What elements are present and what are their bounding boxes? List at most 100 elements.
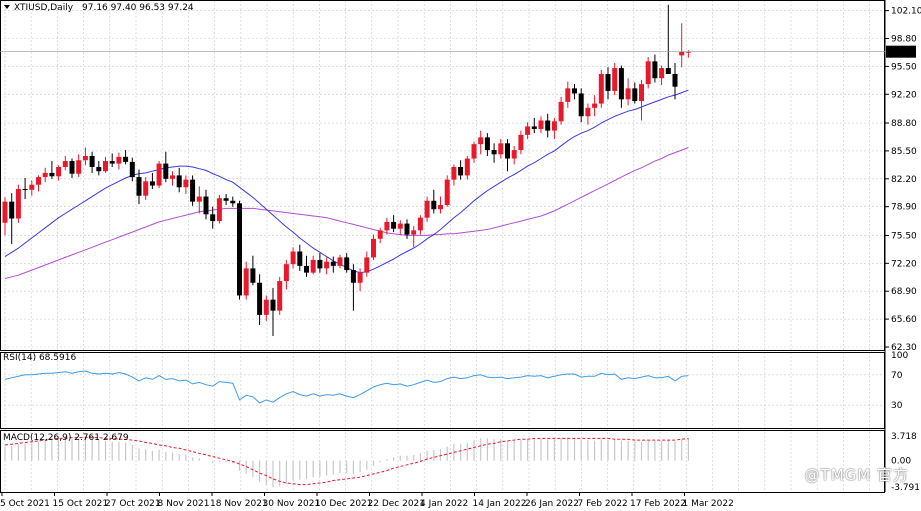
candle <box>585 103 591 125</box>
candle-body <box>625 88 631 100</box>
candle-body <box>404 223 410 235</box>
candle <box>62 155 68 171</box>
candle <box>411 226 417 248</box>
candle <box>518 130 524 155</box>
candle-body <box>263 299 269 315</box>
candle <box>116 152 122 170</box>
candle-body <box>558 101 564 122</box>
candle <box>484 133 490 156</box>
candle-body <box>176 175 182 188</box>
candle-body <box>451 166 457 180</box>
rsi-caption: RSI(14) 68.5916 <box>3 353 76 363</box>
candle <box>645 57 651 89</box>
y-tick-label: 72.20 <box>891 259 917 269</box>
macd-tick-label: 3.718 <box>891 432 917 442</box>
x-tick-label: 15 Oct 2021 <box>53 499 109 509</box>
candle-body <box>143 181 149 196</box>
candle <box>29 180 35 196</box>
candle <box>103 156 108 173</box>
candle-body <box>310 259 316 273</box>
watermark: @TMGM 官方 <box>804 466 909 484</box>
candle-body <box>257 282 263 315</box>
candle-body <box>498 143 504 155</box>
candle-body <box>545 120 551 131</box>
candle <box>679 23 685 68</box>
candle-body <box>223 198 229 201</box>
y-tick-label: 62.30 <box>891 343 917 353</box>
candle <box>618 65 624 108</box>
candle <box>82 147 88 166</box>
candle <box>156 161 162 189</box>
candle <box>531 117 537 134</box>
candle-body <box>304 265 309 273</box>
chart-grid <box>0 0 885 492</box>
candle-body <box>458 166 464 176</box>
candle <box>491 143 497 163</box>
candle <box>451 164 457 186</box>
candle-body <box>116 156 122 164</box>
candle <box>417 215 423 235</box>
candle-body <box>109 161 115 164</box>
candle <box>538 116 544 134</box>
candle <box>364 251 370 277</box>
x-tick-label: 10 Dec 2021 <box>315 499 373 509</box>
candle-body <box>15 188 21 219</box>
candle-body <box>149 181 155 186</box>
candle <box>344 253 350 273</box>
candle-body <box>163 163 169 179</box>
x-tick-label: 14 Jan 2022 <box>473 499 527 509</box>
candle-body <box>170 175 175 179</box>
candle <box>317 253 323 273</box>
candle <box>123 150 129 165</box>
x-tick-label: 1 Mar 2022 <box>683 499 734 509</box>
candle <box>337 254 343 269</box>
candle-body <box>297 251 303 266</box>
x-tick-label: 22 Dec 2021 <box>368 499 426 509</box>
candle <box>464 155 470 180</box>
candle <box>612 63 618 96</box>
candle <box>36 175 41 192</box>
candle <box>2 197 8 236</box>
candle-body <box>317 259 323 269</box>
candle <box>525 122 531 140</box>
candle-body <box>270 299 276 311</box>
candle-body <box>391 221 397 229</box>
candle <box>605 67 611 100</box>
y-tick-label: 68.90 <box>891 287 917 297</box>
candle <box>471 141 477 163</box>
ohlc-caption: 97.16 97.40 96.53 97.24 <box>82 3 194 13</box>
candle-body <box>136 177 142 196</box>
candle <box>216 194 222 224</box>
candle <box>565 81 571 108</box>
ma-fast-line <box>4 89 689 274</box>
candle <box>672 63 678 100</box>
candle <box>384 217 390 235</box>
current-price-tag: 97.24 <box>889 48 915 58</box>
y-tick-label: 85.50 <box>891 147 917 157</box>
candle-body <box>491 150 497 155</box>
candle-body <box>645 61 651 85</box>
candle-body <box>471 144 477 159</box>
y-tick-label: 98.80 <box>891 34 917 44</box>
candle-body <box>632 88 638 102</box>
candle <box>478 130 484 155</box>
candle-body <box>156 163 162 186</box>
x-tick-label: 17 Feb 2022 <box>630 499 686 509</box>
candle-body <box>49 172 55 177</box>
candle <box>511 145 517 165</box>
candle <box>558 96 564 125</box>
candle-body <box>659 68 665 79</box>
macd-tick-label: -3.791 <box>891 483 920 493</box>
candle <box>324 257 330 275</box>
candle <box>639 79 644 121</box>
candle <box>283 259 289 290</box>
candle-body <box>89 155 95 167</box>
candle <box>304 255 309 277</box>
candle <box>149 172 155 189</box>
candle-body <box>76 160 82 174</box>
candle-body <box>618 68 624 100</box>
panel-frame <box>0 430 885 493</box>
candle-body <box>484 137 490 151</box>
collapse-arrow-icon[interactable] <box>4 5 10 9</box>
